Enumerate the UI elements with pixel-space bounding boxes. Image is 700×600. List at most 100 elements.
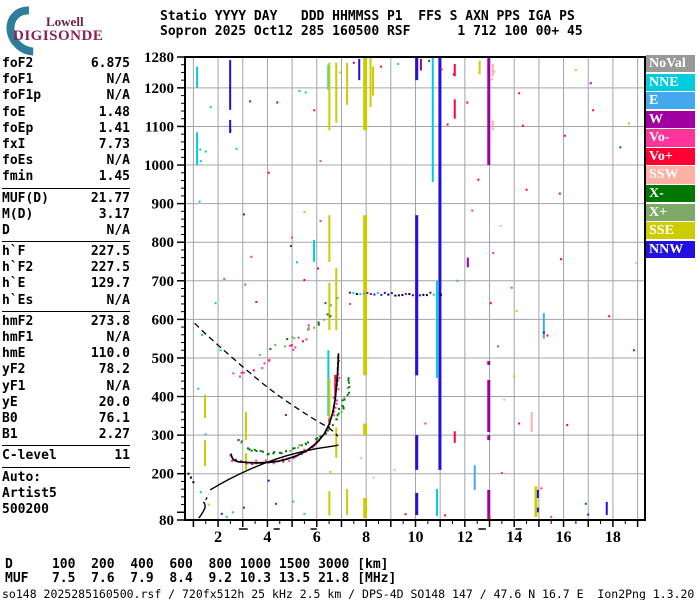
rfi-stripe: [372, 66, 375, 96]
param-label: foE: [2, 104, 26, 120]
rfi-stripe: [491, 63, 494, 77]
param-label: foF1: [2, 72, 34, 88]
param-label: h`E: [2, 276, 26, 292]
noise-dot: [276, 101, 279, 104]
x-trace-echoes: [347, 379, 350, 382]
multipath-echoes: [415, 294, 418, 297]
noise-dot: [204, 433, 207, 436]
x-axis-label: 16: [556, 529, 572, 546]
param-row-fxi: fxI 7.73: [2, 137, 130, 153]
param-value: N/A: [106, 153, 130, 169]
param-value: 1.48: [98, 104, 130, 120]
param-value: 78.2: [98, 362, 130, 378]
multipath-echoes: [436, 292, 439, 295]
legend-item-x: X+: [646, 203, 695, 221]
rfi-stripe: [605, 501, 608, 515]
param-separator: [2, 445, 130, 447]
param-label: h`F: [2, 244, 26, 260]
multipath-echoes: [418, 294, 421, 297]
x-trace-echoes: [326, 429, 329, 432]
o-trace-echoes: [245, 462, 248, 465]
rfi-stripe: [335, 62, 338, 123]
x-trace-echoes: [342, 407, 345, 410]
multipath-echoes: [439, 293, 442, 296]
noise-dot: [303, 512, 306, 515]
x-axis-label: 4: [263, 529, 271, 546]
x-trace-echoes: [248, 448, 251, 451]
param-row-fmin: fmin 1.45: [2, 169, 130, 185]
noise-dot: [244, 283, 247, 286]
rfi-stripe: [453, 431, 456, 443]
x-trace-echoes: [331, 424, 334, 427]
param-row-hmf2: hmF2 273.8: [2, 314, 130, 330]
rfi-stripe: [203, 394, 206, 419]
x-trace-echoes: [292, 447, 295, 450]
rfi-stripe: [363, 215, 368, 376]
second-hop-x-echoes: [313, 326, 316, 329]
param-value: 1.45: [98, 169, 130, 185]
noise-dot: [209, 106, 212, 109]
rfi-stripe: [438, 57, 442, 470]
noise-dot: [255, 301, 258, 304]
noise-dot: [223, 277, 226, 280]
x-trace-echoes: [343, 398, 346, 401]
noise-dot: [303, 211, 306, 214]
logo-lowell-text: Lowell: [46, 14, 84, 29]
second-hop-o-echoes: [294, 346, 297, 349]
x-trace-echoes: [346, 393, 349, 396]
param-value: N/A: [106, 330, 130, 345]
x-trace-echoes: [337, 412, 340, 415]
rfi-stripe: [491, 120, 494, 131]
y-axis-label: 700: [152, 274, 175, 290]
o-trace-echoes: [328, 417, 331, 420]
noise-dot: [497, 345, 500, 348]
x-trace-echoes: [246, 447, 249, 450]
o-trace-echoes: [234, 458, 237, 461]
multipath-echoes: [432, 293, 435, 296]
noise-dot: [284, 414, 287, 417]
x-trace-echoes: [336, 414, 339, 417]
noise-dot: [360, 457, 363, 460]
param-row-fof2: foF2 6.875: [2, 56, 130, 72]
rfi-stripe: [536, 489, 539, 499]
noise-dot: [201, 333, 204, 336]
param-separator: [2, 310, 130, 312]
noise-dot: [574, 69, 577, 72]
param-row-hes: h`Es N/A: [2, 293, 130, 309]
multipath-echoes: [397, 294, 400, 297]
rfi-stripe: [363, 57, 368, 131]
second-hop-x-echoes: [307, 328, 310, 331]
legend-item-sse: SSE: [646, 222, 695, 240]
o-trace-echoes: [303, 448, 306, 451]
rfi-stripe: [415, 492, 419, 515]
param-label: foF2: [2, 56, 34, 71]
param-label: yF2: [2, 362, 26, 378]
param-value: 20.0: [98, 394, 130, 410]
rfi-stripe: [369, 57, 372, 108]
x-axis-label: 18: [605, 529, 621, 546]
param-label: foEs: [2, 153, 34, 169]
noise-dot: [619, 146, 622, 149]
noise-dot: [289, 245, 292, 248]
noise-dot: [584, 502, 587, 505]
param-row-b1: B1 2.27: [2, 427, 130, 443]
multipath-echoes: [352, 291, 355, 294]
noise-dot: [444, 514, 447, 517]
noise-dot: [489, 302, 492, 305]
x-trace-echoes: [261, 450, 264, 453]
y-axis-label: 900: [152, 197, 175, 213]
x-axis-label: 14: [506, 529, 522, 546]
param-row-fof1: foF1 N/A: [2, 72, 130, 88]
legend-item-ssw: SSW: [646, 166, 695, 184]
legend-item-w: W: [646, 110, 695, 128]
multipath-echoes: [429, 291, 432, 294]
noise-dot: [197, 387, 200, 390]
o-trace-echoes: [328, 426, 331, 429]
noise-dot: [219, 349, 222, 352]
header-fields-line: Statio YYYY DAY DDD HHMMSS P1 FFS S AXN …: [160, 9, 575, 24]
rfi-stripe: [335, 427, 338, 458]
o-trace-echoes: [229, 454, 232, 457]
second-hop-x-echoes: [269, 347, 272, 350]
rfi-stripe: [536, 507, 539, 513]
param-label: B1: [2, 427, 18, 443]
